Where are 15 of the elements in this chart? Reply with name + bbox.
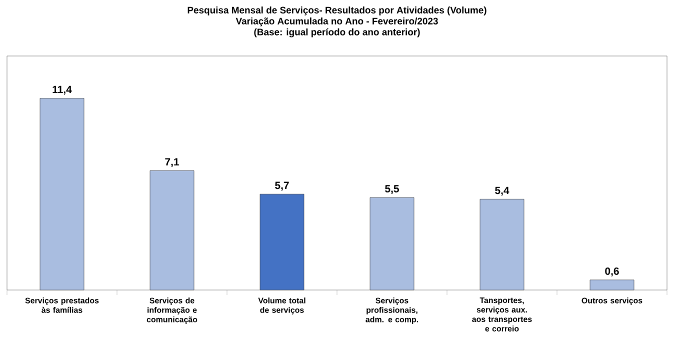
- data-label: 0,6: [605, 267, 619, 276]
- bar: [590, 280, 634, 290]
- data-label: 11,4: [52, 86, 72, 95]
- bar: [260, 194, 304, 290]
- chart-subtitle: Variação Acumulada no Ano - Fevereiro/2023: [236, 17, 438, 26]
- bar: [480, 198, 524, 290]
- data-label: 5,5: [385, 185, 399, 194]
- text: (Base: igual período do ano anterior): [254, 28, 420, 38]
- data-label: 7,1: [165, 158, 179, 168]
- bar: [150, 170, 194, 290]
- chart-title: Pesquisa Mensal de Serviços- Resultados por Atividades (Volume): [188, 6, 486, 16]
- bar: [40, 98, 84, 290]
- data-label: 5,7: [275, 182, 289, 191]
- bar: [370, 197, 414, 290]
- data-label: 5,4: [495, 186, 510, 196]
